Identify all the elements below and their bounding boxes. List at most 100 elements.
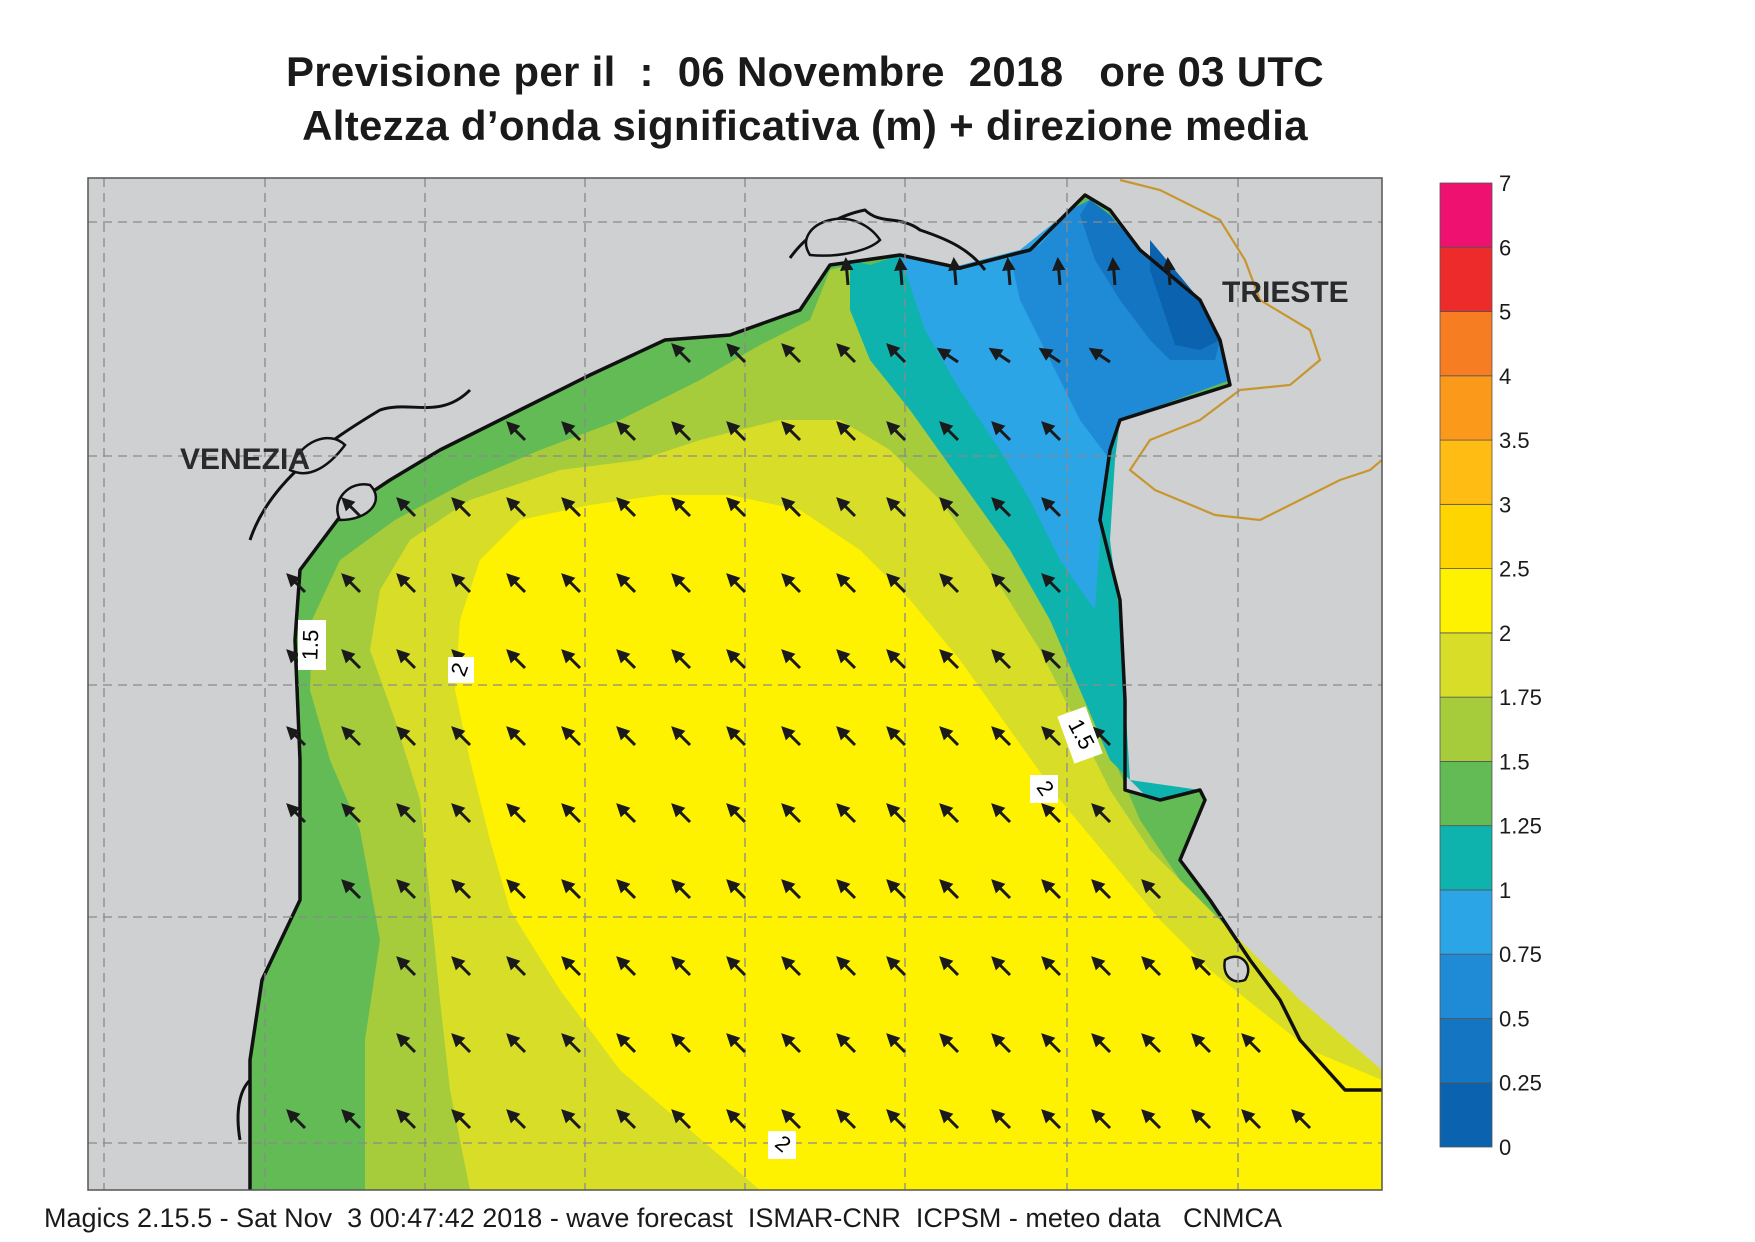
direction-arrow: [886, 573, 907, 594]
legend-tick-label: 2: [1499, 621, 1511, 646]
direction-arrow: [451, 879, 472, 900]
direction-arrow: [616, 1109, 637, 1130]
direction-arrow: [781, 803, 802, 824]
contour-label: 1.5: [297, 620, 326, 670]
direction-arrow: [991, 726, 1012, 747]
direction-arrow: [341, 649, 362, 670]
direction-arrow: [451, 726, 472, 747]
direction-arrow: [616, 421, 637, 442]
direction-arrow: [936, 347, 959, 364]
direction-arrow: [506, 1033, 527, 1054]
direction-arrow: [836, 573, 857, 594]
direction-arrow: [1041, 803, 1062, 824]
direction-arrow: [1041, 1109, 1062, 1130]
direction-arrow: [671, 573, 692, 594]
direction-arrow: [1241, 1109, 1262, 1130]
direction-arrow: [1041, 879, 1062, 900]
direction-arrow: [506, 649, 527, 670]
direction-arrow: [561, 803, 582, 824]
legend-swatch: [1439, 825, 1493, 891]
direction-arrow: [939, 1109, 960, 1130]
direction-arrow: [726, 497, 747, 518]
direction-arrow: [886, 421, 907, 442]
direction-arrow: [1041, 649, 1062, 670]
direction-arrow: [1141, 1109, 1162, 1130]
direction-arrow: [726, 726, 747, 747]
direction-arrow: [939, 726, 960, 747]
direction-arrow: [671, 649, 692, 670]
contour-label: 2: [446, 657, 474, 683]
direction-arrow: [836, 803, 857, 824]
direction-arrow: [836, 956, 857, 977]
direction-arrow: [561, 956, 582, 977]
direction-arrow: [616, 879, 637, 900]
direction-arrow: [886, 956, 907, 977]
legend-swatch: [1439, 761, 1493, 827]
direction-arrow: [886, 497, 907, 518]
direction-arrow: [561, 726, 582, 747]
legend-swatch: [1439, 246, 1493, 312]
direction-arrow: [506, 421, 527, 442]
direction-arrow: [561, 421, 582, 442]
sea-band-200: [455, 495, 1382, 1190]
legend-tick-label: 1.25: [1499, 814, 1542, 839]
direction-arrow: [396, 1109, 417, 1130]
direction-arrow: [939, 497, 960, 518]
direction-arrow: [1191, 956, 1212, 977]
direction-arrow: [836, 1033, 857, 1054]
colorbar-legend: 0 0.25 0.5 0.75 1 1.25 1.5 1.75 2 2.5 3 3.5 4 5 6 7: [1439, 171, 1542, 1160]
direction-arrow: [396, 1033, 417, 1054]
direction-arrow: [939, 879, 960, 900]
direction-arrow: [836, 726, 857, 747]
legend-swatch: [1439, 953, 1493, 1019]
direction-arrow: [781, 343, 802, 364]
map-title-line2: Altezza d’onda significativa (m) + direz…: [302, 102, 1308, 149]
direction-arrow: [836, 421, 857, 442]
direction-arrow: [1241, 1033, 1262, 1054]
direction-arrow: [506, 726, 527, 747]
direction-arrow: [886, 879, 907, 900]
direction-arrow: [1107, 256, 1121, 286]
direction-arrow: [616, 497, 637, 518]
direction-arrow: [341, 1109, 362, 1130]
direction-arrow: [836, 879, 857, 900]
direction-arrow: [991, 1109, 1012, 1130]
direction-arrow: [836, 1109, 857, 1130]
legend-swatch: [1439, 503, 1493, 570]
direction-arrow: [991, 573, 1012, 594]
map-plot: [88, 178, 1382, 1190]
direction-arrow: [561, 649, 582, 670]
direction-arrow: [726, 879, 747, 900]
legend-tick-label: 0: [1499, 1135, 1511, 1160]
direction-arrow: [561, 497, 582, 518]
direction-arrow: [726, 421, 747, 442]
direction-arrow: [939, 649, 960, 670]
direction-arrow: [671, 803, 692, 824]
legend-swatch: [1439, 375, 1493, 441]
direction-arrow: [1191, 1033, 1212, 1054]
direction-arrow: [341, 879, 362, 900]
legend-swatch: [1439, 311, 1493, 377]
direction-arrow: [451, 1109, 472, 1130]
direction-arrow: [341, 726, 362, 747]
direction-arrow: [616, 1033, 637, 1054]
legend-swatch: [1439, 182, 1493, 248]
direction-arrow: [616, 573, 637, 594]
direction-arrow: [451, 573, 472, 594]
direction-arrow: [991, 803, 1012, 824]
direction-arrow: [939, 1033, 960, 1054]
direction-arrow: [726, 1109, 747, 1130]
direction-arrow: [948, 256, 962, 286]
direction-arrow: [1041, 1033, 1062, 1054]
direction-arrow: [561, 573, 582, 594]
direction-arrow: [1091, 956, 1112, 977]
direction-arrow: [671, 956, 692, 977]
contour-label: 2: [768, 1130, 796, 1159]
direction-arrow: [561, 879, 582, 900]
direction-arrow: [451, 1033, 472, 1054]
direction-arrow: [396, 879, 417, 900]
direction-arrow: [1091, 879, 1112, 900]
direction-arrow: [1002, 256, 1016, 286]
direction-arrow: [886, 1033, 907, 1054]
